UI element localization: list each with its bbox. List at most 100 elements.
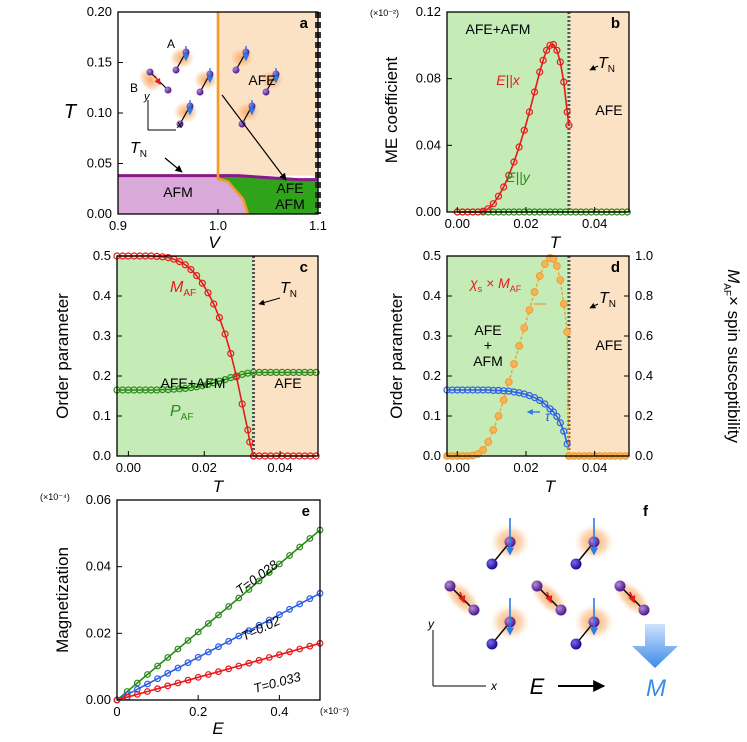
e-series-1-point [276, 611, 283, 619]
e-series-0-point [225, 603, 233, 610]
b-tn-arrow [589, 64, 599, 71]
a-dimer-2-atom-b [196, 88, 204, 96]
y-tick-label: 0.3 [423, 328, 441, 343]
e-series-label-2: T=0.02 [239, 613, 283, 644]
x-tick-label: 0.02 [513, 216, 538, 231]
a-dimer-b-spin [154, 75, 161, 86]
e-series-2-point [265, 654, 273, 661]
c-m-point [232, 373, 241, 381]
d-tau-point [515, 389, 523, 397]
panel-d-label: d [611, 259, 620, 276]
d-region-label-3: AFE [595, 337, 622, 353]
y-tick-label: 0.05 [87, 156, 112, 171]
e-series-0-point [235, 594, 243, 602]
afm-boundary-line [118, 174, 318, 182]
x-tick-label: 0.02 [513, 460, 538, 475]
c-tn-arrow [258, 297, 281, 306]
e-series-1-point [296, 600, 304, 608]
panel-e-ticks: 0 0.2 0.4 0.00 0.02 0.04 0.06 [86, 492, 289, 719]
afe-afm-region-label-1: AFE [276, 180, 303, 196]
e-series-2-point [215, 668, 222, 676]
b-ex-point [563, 108, 571, 116]
panel-b: b AFE+AFM AFE E||x E||y TN (×10⁻²) 0.00 0… [370, 4, 631, 252]
y-tick-label: 0.15 [87, 55, 112, 70]
b-ex-point [546, 41, 554, 49]
e-ylabel: Magnetization [53, 547, 72, 653]
a-tn-label: TN [130, 140, 147, 160]
e-series-2-point [194, 673, 202, 681]
a-xlabel: V [208, 233, 221, 252]
e-series-1-point [255, 621, 263, 629]
y-tick-label: 0.06 [86, 492, 111, 507]
panel-a-inset-lattice [138, 46, 285, 128]
b-tn-label: TN [598, 55, 615, 75]
f-dimer-3-spin [458, 591, 466, 604]
d-tau-point [549, 408, 558, 416]
y-tick-label: 0.0 [93, 448, 111, 463]
e-series-0-point [265, 569, 273, 576]
c-m-point [210, 300, 218, 308]
panel-b-label: b [611, 15, 620, 32]
a-dimer-b-atom-2 [164, 86, 172, 94]
y-right-tick-label: 0.6 [635, 328, 653, 343]
d-tau-point [563, 440, 571, 448]
d-chi-point [494, 412, 503, 420]
b-ex-point [489, 200, 497, 208]
e-series-1-point [144, 680, 151, 688]
d-chi-point [504, 378, 513, 386]
d-chi-point [530, 288, 539, 296]
f-dimer-4-atom-a [531, 580, 543, 592]
d-ylabel-right: MAF× spin susceptibility [721, 269, 743, 443]
e-series-2-point [296, 645, 304, 653]
d-tau-point [469, 386, 477, 394]
f-field-label: E [530, 674, 545, 699]
c-region-label-1: AFE+AFM [161, 375, 226, 391]
b-ex-point [494, 192, 503, 200]
afe-afm-region-label-2: AFM [275, 196, 305, 212]
c-m-point [198, 279, 206, 287]
y-tick-label: 0.10 [87, 105, 112, 120]
d-tau-point [500, 387, 508, 395]
b-series-label-y: E||y [506, 169, 531, 185]
e-series-0-point [306, 535, 314, 542]
panel-d-ticks: 0.00 0.02 0.04 0.0 0.1 0.2 0.3 0.4 0.5 0.0 0.2 0.4 0… [423, 248, 653, 475]
e-series-0-point [174, 645, 182, 653]
panel-b-ticks: 0.00 0.02 0.04 0.00 0.04 0.08 0.12 [416, 4, 608, 231]
y-tick-label: 0.2 [93, 368, 111, 383]
d-tau-point [484, 386, 492, 394]
e-series-2-point [144, 688, 151, 695]
e-series-0-point [133, 679, 141, 687]
e-series-2-point [286, 648, 293, 656]
c-m-point [238, 400, 246, 408]
f-dimer-3-atom-b [468, 604, 480, 616]
e-series-1-point [184, 659, 192, 667]
f-dimer-7-atom-b [570, 638, 582, 650]
b-ex-point [560, 78, 568, 86]
d-chi-point [489, 426, 498, 434]
panel-e: e T=0.028 T=0.02 T=0.033 (×10⁻⁴) (×10⁻²)… [40, 492, 349, 738]
f-dimer-1-atom-b [486, 558, 498, 570]
d-tau-point [489, 386, 497, 394]
y-tick-label: 0.20 [87, 4, 112, 19]
x-tick-label: 0.04 [582, 460, 607, 475]
a-x-axis-label: x [176, 119, 183, 131]
e-series-2-point [255, 656, 263, 664]
e-series-2-point [154, 685, 162, 693]
e-series-0-point [144, 671, 151, 678]
b-scale-label: (×10⁻²) [370, 8, 399, 18]
d-chi-point [479, 446, 487, 454]
d-tau-point [458, 386, 467, 394]
a-dimer-6-atom-b [238, 120, 246, 128]
e-scale-label-x: (×10⁻²) [320, 706, 349, 716]
x-tick-label: 1.1 [309, 218, 327, 233]
a-tn-arrow [164, 157, 183, 173]
d-tau-point [510, 388, 518, 396]
d-chi-point [515, 342, 524, 350]
x-tick-label: 0.02 [192, 460, 217, 475]
a-dimer-b-atom [146, 68, 154, 76]
c-p-label: PAF [170, 403, 193, 423]
e-scale-label-y: (×10⁻⁴) [40, 492, 70, 502]
e-series-1-point [245, 627, 253, 635]
x-tick-label: 0.04 [267, 460, 292, 475]
y-tick-label: 0.04 [416, 137, 441, 152]
